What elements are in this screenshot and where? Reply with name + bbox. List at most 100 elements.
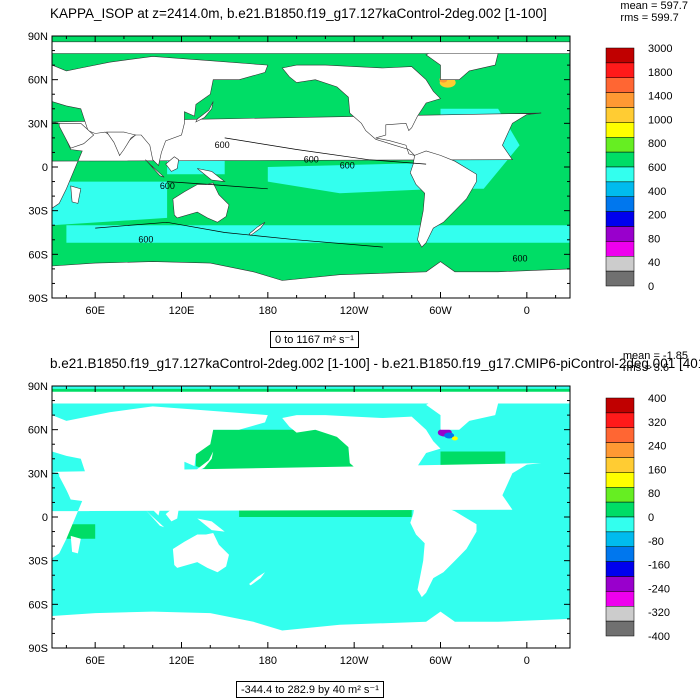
lat-tick-label: 60N — [28, 425, 48, 437]
lat-tick-label: 30S — [28, 556, 48, 568]
land-mask — [195, 451, 214, 472]
colorbar-swatch — [605, 107, 635, 123]
lon-tick-label: 120E — [169, 305, 195, 317]
land-mask — [165, 156, 179, 172]
rms-value: rms = 3.6 — [622, 362, 670, 374]
land-mask — [52, 41, 570, 54]
stats-box: mean = 597.7 rms = 599.7 — [620, 0, 688, 24]
land-mask — [195, 101, 214, 123]
land-mask — [172, 182, 230, 223]
chart-title: KAPPA_ISOP at z=2414.0m, b.e21.B1850.f19… — [50, 6, 547, 21]
colorbar-swatch — [605, 256, 635, 272]
colorbar-swatch — [605, 501, 635, 518]
land-mask — [106, 131, 137, 157]
colorbar-label: 80 — [648, 233, 660, 245]
lon-tick-label: 0 — [524, 655, 530, 667]
land-mask — [410, 501, 477, 598]
contour-label: 600 — [340, 160, 355, 170]
lon-tick-label: 60W — [429, 305, 452, 317]
lat-tick-label: 0 — [42, 512, 48, 524]
colorbar-swatch — [605, 122, 635, 138]
colorbar-swatch — [605, 92, 635, 108]
lat-tick-label: 0 — [42, 162, 48, 174]
contour-label: 600 — [138, 235, 153, 245]
lat-tick-label: 90N — [28, 381, 48, 393]
contour-line — [167, 181, 268, 190]
land-mask — [106, 482, 136, 506]
range-label: -344.4 to 282.9 by 40 m² s⁻¹ — [236, 681, 384, 698]
colorbar-label: 400 — [648, 186, 666, 198]
lon-tick-label: 120W — [340, 655, 369, 667]
land-mask — [59, 473, 94, 499]
colorbar-label: 240 — [648, 441, 666, 453]
land-mask — [282, 415, 441, 506]
colorbar-label: 800 — [648, 138, 666, 150]
range-label: 0 to 1167 m² s⁻¹ — [270, 331, 359, 348]
colorbar-swatch — [605, 561, 635, 577]
labrador-low2 — [444, 432, 455, 439]
colorbar-label: 1400 — [648, 91, 672, 103]
stats-box: mean = -1.85 rms = 3.6 — [623, 350, 688, 374]
colorbar-label: 80 — [648, 488, 660, 500]
lat-tick-label: 90S — [28, 293, 48, 305]
colorbar-swatch — [605, 77, 635, 93]
lon-tick-label: 60E — [85, 655, 105, 667]
land-mask — [58, 123, 95, 149]
lat-tick-label: 90N — [28, 31, 48, 43]
land-mask — [249, 572, 265, 586]
lat-tick-label: 90S — [28, 643, 48, 655]
land-mask — [145, 159, 165, 178]
colorbar-swatch — [605, 270, 635, 287]
lat-tick-label: 60S — [28, 599, 48, 611]
colorbar-label: 0 — [648, 281, 654, 293]
colorbar-label: 600 — [648, 162, 666, 174]
lon-tick-label: 60W — [429, 655, 452, 667]
colorbar-swatch — [605, 531, 635, 547]
land-mask — [52, 261, 570, 298]
colorbar-swatch — [605, 487, 635, 503]
lon-tick-label: 60E — [85, 305, 105, 317]
land-mask — [52, 406, 268, 516]
colorbar-swatch — [605, 181, 635, 197]
lat-tick-label: 60N — [28, 75, 48, 87]
lon-tick-label: 180 — [259, 305, 277, 317]
colorbar-swatch — [605, 591, 635, 607]
panel-top: KAPPA_ISOP at z=2414.0m, b.e21.B1850.f19… — [28, 0, 688, 348]
contour-label: 600 — [304, 155, 319, 165]
colorbar-swatch — [605, 151, 635, 168]
land-mask — [52, 391, 570, 404]
colorbar-swatch — [605, 457, 635, 473]
land-mask — [197, 518, 225, 532]
colorbar-swatch — [605, 516, 635, 533]
land-mask — [70, 185, 82, 204]
colorbar-label: -320 — [648, 607, 670, 619]
map-plot: 90N 60N 30N 0 30S 60S 90S 60E 120E 180 120W 60W 0 400… — [28, 381, 670, 667]
contour-label: 600 — [512, 254, 527, 264]
colorbar-swatch — [605, 412, 635, 428]
colorbar-swatch — [605, 226, 635, 242]
colorbar-label: 0 — [648, 512, 654, 524]
land-mask — [197, 168, 226, 183]
colorbar-label: 1800 — [648, 67, 672, 79]
panel-bottom: b.e21.B1850.f19_g17.127kaControl-2deg.00… — [0, 350, 700, 700]
land-mask — [172, 533, 229, 573]
contour-label: 600 — [215, 140, 230, 150]
rms-value: rms = 599.7 — [620, 12, 679, 24]
colorbar-swatch — [605, 472, 635, 488]
colorbar-label: 3000 — [648, 43, 672, 55]
field-patch — [52, 181, 168, 226]
lon-tick-label: 0 — [524, 305, 530, 317]
mean-value: mean = 597.7 — [620, 0, 688, 12]
land-mask — [426, 396, 499, 430]
land-mask — [165, 506, 179, 522]
field-patch — [66, 225, 570, 243]
lon-tick-label: 120W — [340, 305, 369, 317]
colorbar-swatch — [605, 620, 635, 637]
colorbar-swatch — [605, 137, 635, 153]
colorbar-label: -400 — [648, 631, 670, 643]
lat-tick-label: 30N — [28, 468, 48, 480]
colorbar-label: 1000 — [648, 114, 672, 126]
colorbar-swatch — [605, 442, 635, 458]
contour-line — [224, 137, 427, 165]
colorbar-label: 320 — [648, 417, 666, 429]
